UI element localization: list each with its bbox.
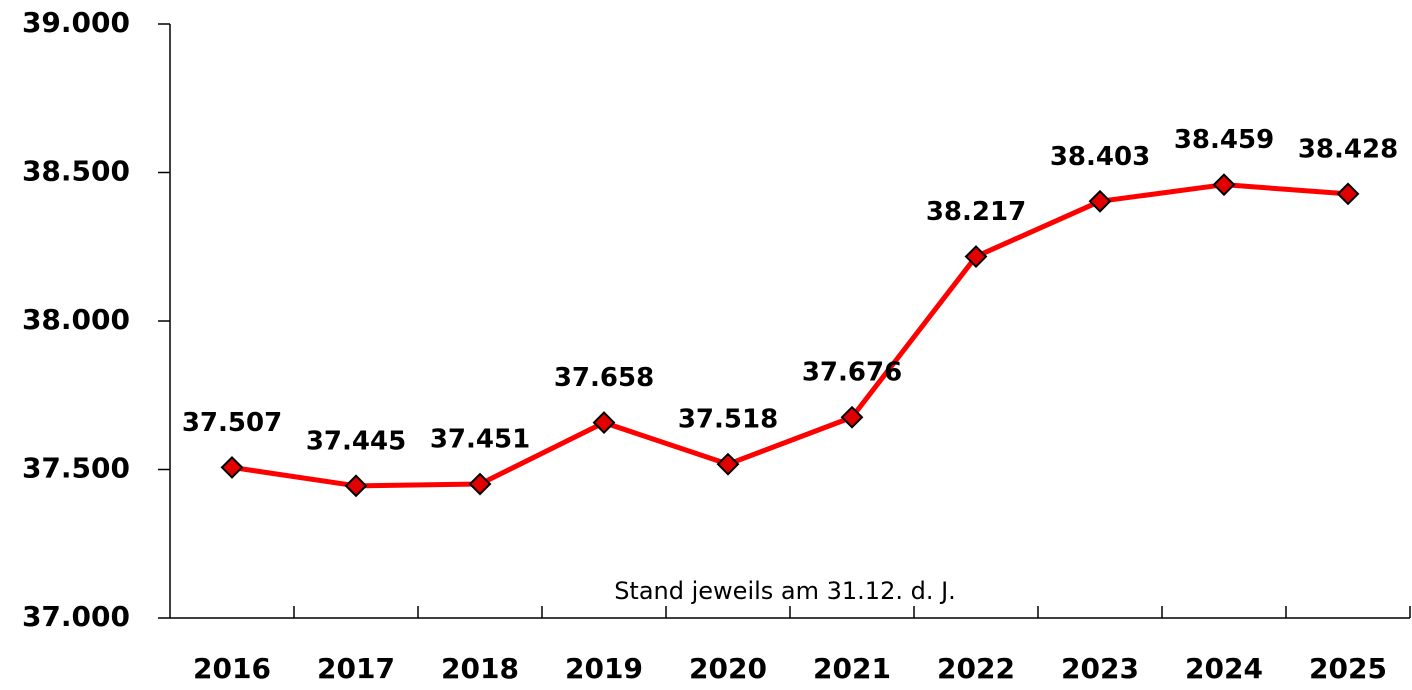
value-label: 38.459 — [1174, 125, 1274, 155]
y-tick-label: 38.500 — [22, 155, 130, 188]
x-tick-label: 2017 — [317, 652, 395, 685]
marker — [592, 411, 616, 434]
y-tick-label: 38.000 — [22, 303, 130, 336]
value-label: 38.428 — [1298, 134, 1398, 164]
annotation: Stand jeweils am 31.12. d. J. — [614, 577, 956, 605]
marker — [220, 456, 244, 479]
value-label: 38.403 — [1050, 142, 1150, 172]
marker — [1088, 189, 1112, 213]
marker — [344, 474, 368, 498]
y-tick-label: 39.000 — [22, 6, 130, 39]
x-tick-label: 2025 — [1309, 652, 1387, 685]
value-label: 38.217 — [926, 197, 1026, 227]
y-tick-label: 37.500 — [22, 452, 130, 485]
marker — [468, 472, 492, 496]
value-label: 37.451 — [430, 425, 530, 455]
x-tick-label: 2024 — [1185, 652, 1263, 685]
x-tick-label: 2016 — [193, 652, 271, 685]
x-tick-label: 2021 — [813, 652, 891, 685]
marker — [716, 452, 740, 476]
value-label: 37.658 — [554, 363, 654, 393]
line — [231, 182, 1349, 489]
value-label: 37.676 — [802, 358, 902, 388]
x-tick-label: 2019 — [565, 652, 643, 685]
x-tick-label: 2020 — [689, 652, 767, 685]
x-tick-label: 2018 — [441, 652, 519, 685]
marker — [1212, 173, 1236, 197]
marker — [964, 245, 988, 268]
x-tick-label: 2022 — [937, 652, 1015, 685]
value-label: 37.507 — [182, 408, 282, 438]
marker — [840, 405, 864, 429]
value-label: 37.445 — [306, 426, 406, 456]
value-label: 37.518 — [678, 405, 778, 435]
marker — [1336, 182, 1360, 206]
x-tick-label: 2023 — [1061, 652, 1139, 685]
y-tick-label: 37.000 — [22, 600, 130, 633]
